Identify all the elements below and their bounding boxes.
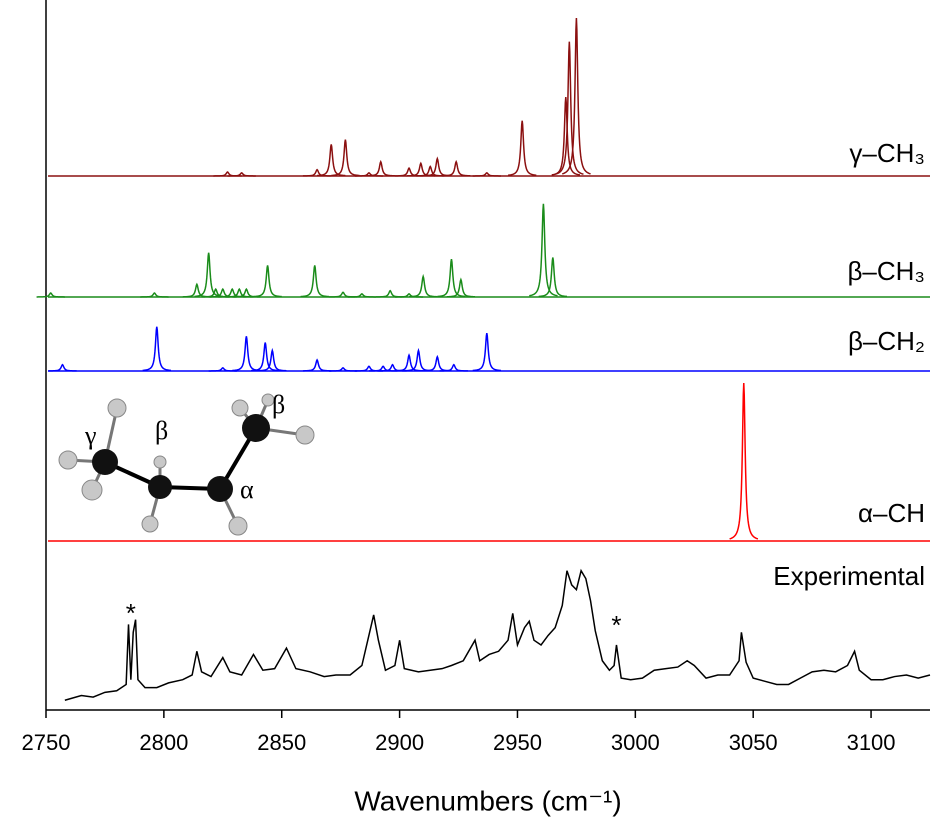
peak [539, 258, 567, 297]
peak [555, 42, 583, 175]
annotation: * [126, 598, 136, 628]
peak [303, 360, 331, 371]
legend-label: β–CH₃ [847, 256, 925, 286]
molecule-label: β [155, 416, 168, 445]
legend-label: β–CH₂ [848, 326, 925, 356]
legend-label: Experimental [773, 561, 925, 591]
peak [143, 327, 171, 371]
x-axis-label: Wavenumbers (cm⁻¹) [354, 785, 621, 816]
x-tick-label: 2900 [375, 730, 424, 755]
peak [508, 121, 536, 176]
peak [473, 333, 501, 370]
peak [376, 291, 404, 297]
x-tick-label: 2800 [139, 730, 188, 755]
molecule: γ β α β [59, 390, 314, 535]
x-tick-label: 3050 [729, 730, 778, 755]
x-tick-label: 2750 [22, 730, 71, 755]
peak [48, 365, 76, 371]
peak [529, 204, 557, 296]
x-tick-label: 3000 [611, 730, 660, 755]
peak [437, 259, 465, 296]
peak [301, 265, 329, 296]
peak [730, 383, 758, 539]
annotation: * [611, 610, 621, 640]
legend-label: α–CH [858, 498, 925, 528]
peak [423, 357, 451, 371]
peak [183, 284, 211, 296]
peak [409, 276, 437, 296]
peak [442, 162, 470, 176]
peak [552, 97, 580, 175]
molecule-label: γ [84, 421, 97, 450]
peak [253, 265, 281, 296]
molecule-label: β [272, 390, 285, 419]
molecule-label: α [240, 475, 254, 504]
chart: γ β α β Wavenumbers (cm⁻¹) 2750 2800 2850 2… [0, 0, 932, 826]
legend-label: γ–CH₃ [849, 138, 925, 168]
peak [232, 336, 260, 370]
x-tick-label: 2950 [493, 730, 542, 755]
x-tick-label: 2850 [257, 730, 306, 755]
peak [447, 280, 475, 297]
x-tick-label: 3100 [847, 730, 896, 755]
